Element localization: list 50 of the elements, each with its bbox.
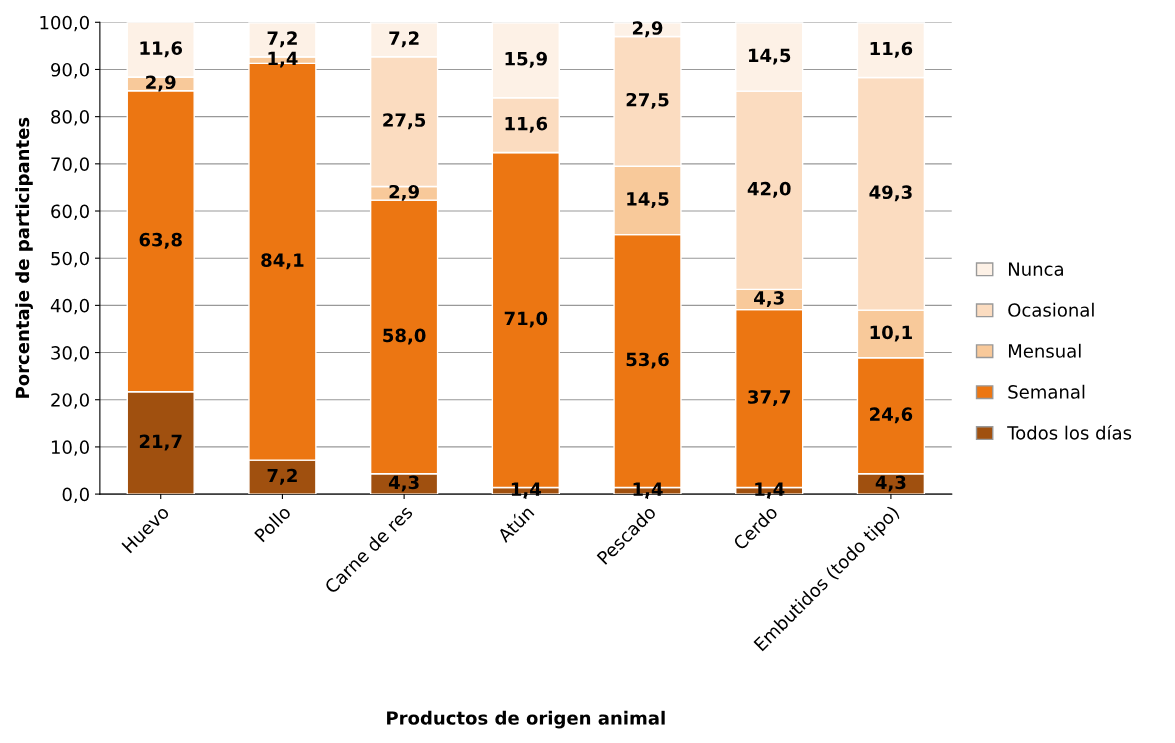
- data-label: 53,6: [626, 352, 669, 369]
- data-label: 84,1: [261, 253, 304, 270]
- y-tick-label: 40,0: [50, 298, 89, 315]
- data-label: 14,5: [748, 48, 791, 65]
- y-tick-label: 60,0: [51, 204, 89, 220]
- legend-label: Nunca: [1008, 262, 1063, 276]
- y-tick-label: 70,0: [51, 157, 89, 173]
- data-label: 4,3: [388, 475, 419, 492]
- legend-label: Todos los días: [1007, 424, 1132, 440]
- data-label: 15,9: [505, 51, 547, 68]
- y-tick-label: 80,0: [51, 110, 89, 126]
- data-label: 4,3: [875, 475, 906, 492]
- data-label: 49,3: [869, 185, 912, 202]
- y-tick-label: 90,0: [51, 62, 89, 79]
- data-label: 1,4: [755, 482, 785, 499]
- data-label: 2,9: [146, 75, 176, 92]
- legend-label: Semanal: [1008, 384, 1085, 399]
- data-label: 27,5: [383, 113, 426, 130]
- y-tick-label: 50,0: [51, 251, 89, 268]
- y-tick-label: 30,0: [51, 346, 89, 362]
- data-label: 14,5: [627, 192, 669, 208]
- data-label: 42,0: [747, 181, 791, 198]
- y-tick-label: 10,0: [51, 440, 89, 456]
- data-label: 10,1: [870, 325, 912, 342]
- data-label: 2,9: [632, 21, 663, 38]
- data-label: 21,7: [139, 434, 182, 451]
- data-label: 1,4: [268, 51, 298, 68]
- y-tick-label: 100,0: [40, 15, 89, 32]
- data-label: 1,4: [633, 482, 663, 499]
- data-label: 7,2: [389, 31, 419, 48]
- data-label: 11,6: [870, 41, 913, 58]
- data-label: 37,7: [748, 390, 791, 407]
- legend-label: Mensual: [1008, 343, 1081, 358]
- legend-label: Ocasional: [1008, 302, 1094, 317]
- data-label: 1,4: [511, 482, 541, 499]
- data-label: 24,6: [870, 407, 913, 424]
- data-label: 58,0: [383, 328, 426, 345]
- data-label: 27,5: [626, 92, 669, 109]
- y-axis-title: Porcentaje de participantes: [15, 117, 33, 398]
- data-label: 4,3: [754, 291, 784, 308]
- y-tick-label: 0,0: [62, 487, 89, 504]
- data-label: 7,2: [267, 468, 297, 485]
- data-label: 7,2: [267, 31, 297, 48]
- data-label: 11,6: [140, 41, 183, 58]
- data-label: 63,8: [139, 232, 182, 249]
- data-label: 11,6: [505, 116, 548, 133]
- x-axis-title: Productos de origen animal: [387, 710, 665, 729]
- data-label: 71,0: [504, 311, 548, 328]
- y-tick-label: 20,0: [51, 393, 89, 409]
- data-label: 2,9: [389, 184, 419, 201]
